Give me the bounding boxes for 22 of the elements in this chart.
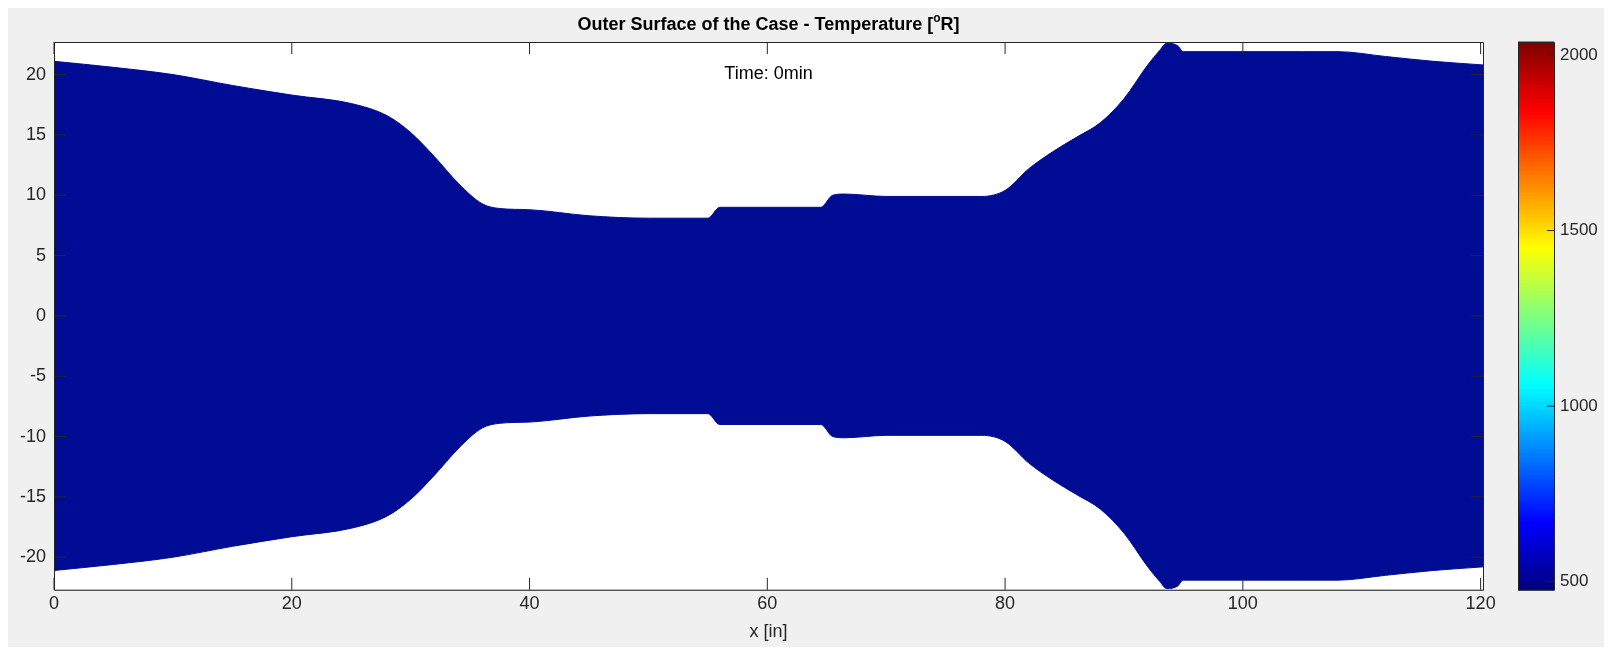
- x-axis-title: x [in]: [749, 621, 788, 642]
- y-tick-label: 5: [36, 244, 47, 265]
- y-tick-label: -20: [20, 546, 47, 567]
- y-tick-label: -5: [30, 365, 47, 386]
- x-tick-label: 60: [757, 592, 778, 613]
- y-tick-label: 20: [25, 63, 47, 84]
- y-tick-label: -15: [20, 485, 47, 506]
- x-tick-label: 80: [995, 592, 1016, 613]
- y-tick-label: 0: [36, 304, 47, 325]
- x-tick-label: 20: [281, 592, 302, 613]
- y-tick-label: 10: [25, 184, 47, 205]
- annotation: Time: 0min: [724, 62, 813, 83]
- y-tick-label: 15: [25, 123, 47, 144]
- x-tick-label: 100: [1227, 592, 1258, 613]
- color-bar-label: 500: [1560, 571, 1589, 591]
- y-tick-label: -10: [20, 425, 47, 446]
- color-bar-label: 1000: [1560, 395, 1598, 415]
- x-tick-label: 120: [1465, 592, 1496, 613]
- color-bar-label: 1500: [1560, 220, 1598, 240]
- x-tick-label: 40: [519, 592, 540, 613]
- color-bar-label: 2000: [1560, 44, 1598, 64]
- x-tick-label: 0: [49, 592, 60, 613]
